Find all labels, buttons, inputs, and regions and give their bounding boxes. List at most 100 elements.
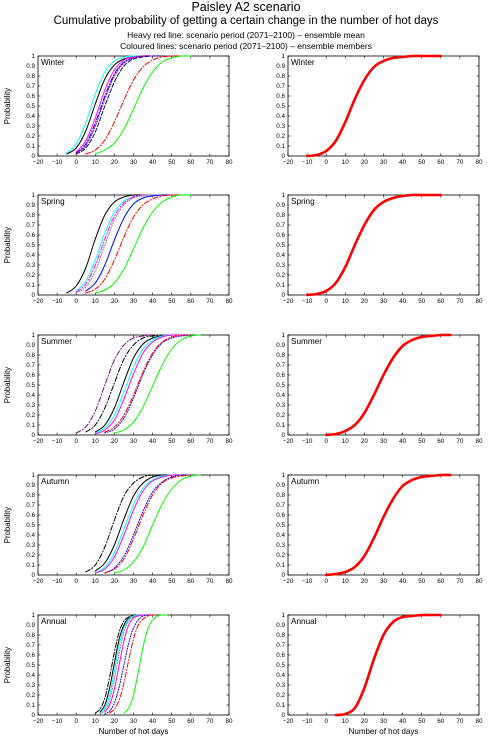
x-tick-label: 20 [111,298,119,305]
x-tick-label: 40 [399,578,407,585]
ensemble-member-line [104,334,192,433]
y-tick-label: 0.6 [26,232,35,239]
season-label-background [288,615,320,627]
y-tick-label: 0.7 [276,83,285,90]
y-tick-label: 0.3 [276,542,285,549]
spring-members-panel: −20 −10 0 10 20 30 40 50 60 70 80 0 0.1 0.2 0.3 0.4 0.5 0… [3,192,233,305]
y-tick-label: 1 [31,192,35,199]
y-tick-label: 0.5 [276,382,285,389]
y-tick-label: 0.5 [26,522,35,529]
y-tick-label: 0.9 [26,342,35,349]
ensemble-member-line [99,614,144,714]
autumn-mean-panel: −20 −10 0 10 20 30 40 50 60 70 80 0 0.1 0.2 0.3 0.4 0.5 0… [276,472,483,585]
y-tick-label: 0.1 [276,702,285,709]
y-tick-label: 0.5 [276,242,285,249]
y-tick-label: 0.3 [26,682,35,689]
x-tick-label: 10 [92,298,100,305]
y-tick-label: 0.9 [26,202,35,209]
season-label: Summer [41,337,72,346]
y-axis-label: Probability [3,507,12,544]
y-tick-label: 0.2 [276,133,285,140]
y-tick-label: 0.6 [26,652,35,659]
x-tick-label: 20 [111,718,119,725]
x-tick-label: 60 [187,718,195,725]
ensemble-member-line [85,55,182,155]
x-axis-label: Number of hot days [99,727,169,736]
y-tick-label: 0.3 [276,402,285,409]
x-tick-label: 80 [475,159,483,166]
x-tick-label: 80 [475,718,483,725]
x-tick-label: 60 [437,578,445,585]
annual-members-panel: −20 −10 0 10 20 30 40 50 60 70 80 0 0.1 0.2 0.3 0.4 0.5 0… [3,612,233,736]
season-label-background [288,335,325,347]
x-tick-label: 0 [74,718,78,725]
y-tick-label: 0.7 [26,362,35,369]
y-tick-label: 0.8 [276,632,285,639]
y-tick-label: 0.1 [276,143,285,150]
x-tick-label: 40 [149,438,157,445]
y-tick-label: 0.5 [26,242,35,249]
y-tick-label: 1 [31,612,35,619]
annual-mean-axes-frame [287,614,480,716]
x-tick-label: 10 [92,159,100,166]
x-tick-label: −10 [52,578,63,585]
y-tick-label: 0.8 [26,352,35,359]
y-tick-label: 0.1 [276,562,285,569]
ensemble-member-line [104,614,149,713]
x-tick-label: 80 [475,438,483,445]
season-label: Autumn [291,477,320,486]
ensemble-member-line [85,194,173,292]
y-tick-label: 0.3 [26,123,35,130]
ensemble-member-line [94,334,173,433]
y-tick-label: 0.7 [276,222,285,229]
ensemble-member-line [75,194,163,293]
season-label-background [38,475,73,487]
ensemble-mean-line [324,333,452,437]
x-tick-label: −10 [52,438,63,445]
ensemble-mean-line [305,54,443,158]
x-tick-label: 0 [324,159,328,166]
x-tick-label: 40 [399,298,407,305]
season-label-background [38,195,68,207]
y-tick-label: 1 [281,612,285,619]
ensemble-member-line [75,194,163,292]
y-axis-label: Probability [3,367,12,404]
x-tick-label: 70 [456,298,464,305]
y-tick-label: 0.3 [276,262,285,269]
y-tick-label: 0.1 [26,143,35,150]
x-tick-label: 30 [380,438,388,445]
y-tick-label: 0.6 [276,512,285,519]
x-tick-label: 50 [418,438,426,445]
ensemble-member-line [75,55,154,153]
y-tick-label: 1 [31,472,35,479]
season-label: Autumn [41,477,70,486]
y-tick-label: 0 [281,292,285,299]
x-tick-label: 30 [380,298,388,305]
y-tick-label: 0.5 [26,662,35,669]
x-tick-label: 0 [74,578,78,585]
y-tick-label: 0.2 [26,552,35,559]
x-tick-label: −10 [302,578,313,585]
summer-mean-panel: −20 −10 0 10 20 30 40 50 60 70 80 0 0.1 0.2 0.3 0.4 0.5 0… [276,332,483,445]
x-tick-label: 50 [168,159,176,166]
ensemble-mean-line [324,473,452,577]
x-tick-label: 80 [225,298,233,305]
x-tick-label: 20 [361,159,369,166]
y-tick-label: 0.9 [26,482,35,489]
summer-mean-axes-frame [287,334,480,436]
y-tick-label: 0.1 [26,282,35,289]
ensemble-member-line [94,334,182,435]
winter-mean-panel: −20 −10 0 10 20 30 40 50 60 70 80 0 0.1 0.2 0.3 0.4 0.5 0… [276,53,483,166]
x-tick-label: 80 [225,159,233,166]
y-tick-label: 0.5 [26,382,35,389]
x-tick-label: −20 [283,578,294,585]
x-tick-label: 50 [418,159,426,166]
ensemble-member-line [123,614,168,714]
x-tick-label: 60 [187,159,195,166]
ensemble-member-line [75,55,154,154]
ensemble-member-line [85,334,163,433]
x-tick-label: 30 [130,159,138,166]
season-label: Annual [291,617,317,626]
y-tick-label: 0.2 [276,692,285,699]
x-tick-label: 0 [324,298,328,305]
